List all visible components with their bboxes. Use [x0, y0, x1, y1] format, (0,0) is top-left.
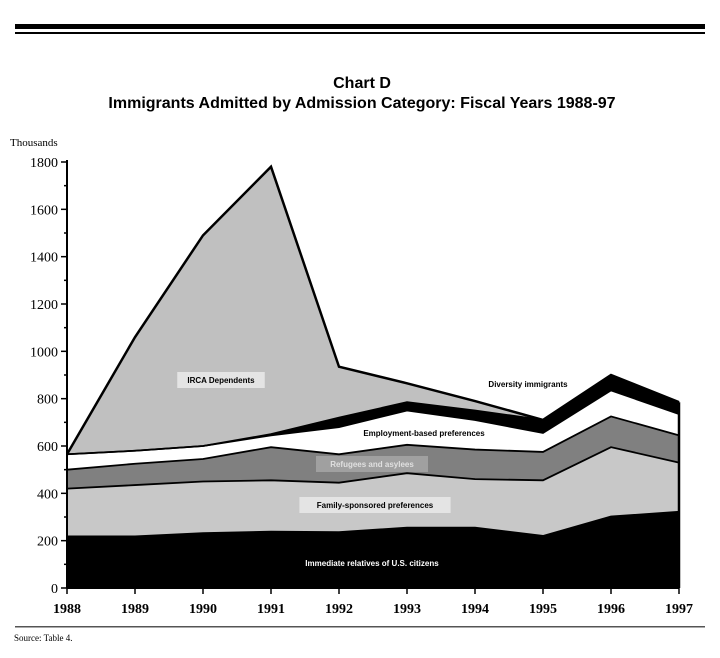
- chart-subtitle: Immigrants Admitted by Admission Categor…: [108, 95, 615, 112]
- x-tick-label: 1988: [53, 602, 81, 617]
- header-rule-thin: [15, 32, 705, 34]
- series-boundary-2: [66, 415, 680, 471]
- series-label: IRCA Dependents: [187, 376, 255, 385]
- x-tick-label: 1990: [189, 602, 217, 617]
- area-1: [67, 447, 679, 537]
- series-label: Employment-based preferences: [363, 429, 485, 438]
- area-2: [67, 416, 679, 489]
- x-tick-label: 1997: [665, 602, 693, 617]
- header-rule-thick: [15, 24, 705, 29]
- y-tick-label: 0: [51, 582, 58, 597]
- x-tick-label: 1989: [121, 602, 149, 617]
- series-label: Refugees and asylees: [330, 460, 414, 469]
- series-label-box: [299, 497, 451, 513]
- y-tick-label: 1800: [30, 156, 58, 171]
- x-tick-label: 1995: [529, 602, 557, 617]
- chart-title: Chart D: [333, 75, 391, 92]
- series-label-box: [177, 372, 265, 388]
- area-0: [67, 511, 679, 588]
- series-boundary-5: [65, 164, 680, 455]
- series-label: Diversity immigrants: [488, 380, 568, 389]
- series-label-box: [316, 456, 428, 472]
- y-tick-label: 1600: [30, 203, 58, 218]
- x-tick-label: 1994: [461, 602, 489, 617]
- y-tick-label: 600: [37, 440, 58, 455]
- series-label: Immediate relatives of U.S. citizens: [305, 559, 439, 568]
- series-boundary-0: [67, 510, 680, 538]
- source-note: Source: Table 4.: [14, 633, 72, 643]
- x-tick-label: 1992: [325, 602, 353, 617]
- y-tick-label: 1000: [30, 345, 58, 360]
- y-tick-label: 1400: [30, 251, 58, 266]
- area-3: [67, 390, 679, 470]
- y-tick-label: 200: [37, 535, 58, 550]
- x-tick-label: 1996: [597, 602, 625, 617]
- x-tick-label: 1993: [393, 602, 421, 617]
- y-tick-label: 1200: [30, 298, 58, 313]
- footer-rule: [15, 626, 705, 628]
- y-axis-label: Thousands: [10, 137, 58, 149]
- series-label: Family-sponsored preferences: [317, 501, 434, 510]
- area-4: [67, 375, 679, 455]
- y-tick-label: 400: [37, 487, 58, 502]
- y-tick-label: 800: [37, 393, 58, 408]
- x-tick-label: 1991: [257, 602, 285, 617]
- series-boundary-1: [66, 446, 680, 490]
